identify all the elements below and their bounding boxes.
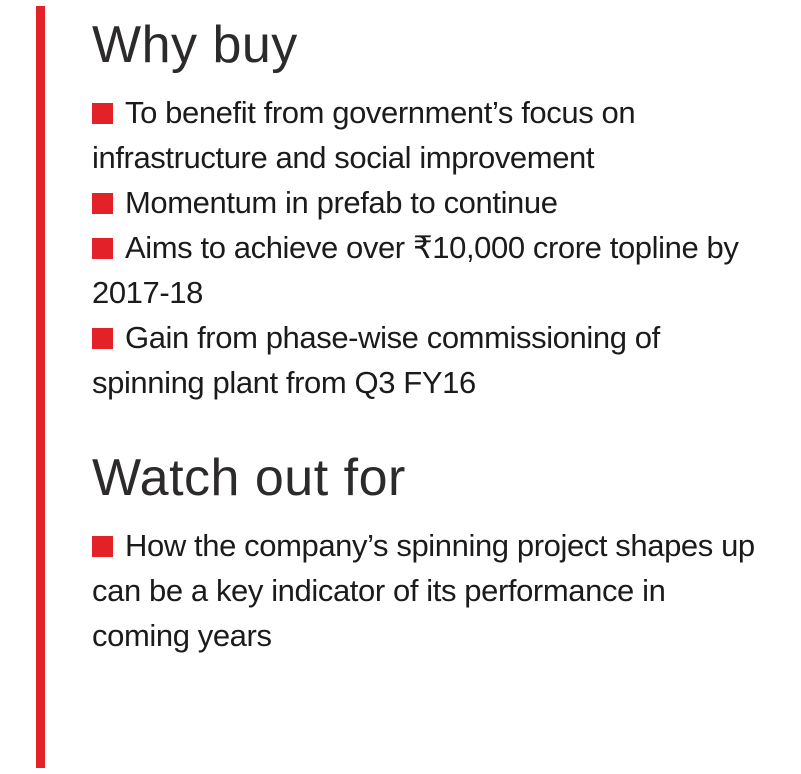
- left-accent-bar: [36, 6, 45, 768]
- section-why-buy: Why buy To benefit from government’s foc…: [92, 16, 764, 405]
- bullet-text: Aims to achieve over ₹10,000 crore topli…: [92, 230, 739, 310]
- bullet-square-icon: [92, 238, 113, 259]
- bullet-square-icon: [92, 328, 113, 349]
- bullet-text: Momentum in prefab to continue: [125, 185, 558, 220]
- bullet-square-icon: [92, 193, 113, 214]
- bullet-text: To benefit from government’s focus on in…: [92, 95, 636, 175]
- bullet-item: Momentum in prefab to continue: [92, 180, 764, 225]
- bullet-item: Gain from phase-wise commissioning of sp…: [92, 315, 764, 405]
- bullet-item: Aims to achieve over ₹10,000 crore topli…: [92, 225, 764, 315]
- bullet-item: To benefit from government’s focus on in…: [92, 90, 764, 180]
- bullet-square-icon: [92, 536, 113, 557]
- bullet-text: How the company’s spinning project shape…: [92, 528, 755, 653]
- why-buy-heading: Why buy: [92, 16, 298, 74]
- watch-out-for-heading: Watch out for: [92, 449, 406, 507]
- bullet-text: Gain from phase-wise commissioning of sp…: [92, 320, 660, 400]
- panel-content: Why buy To benefit from government’s foc…: [92, 16, 764, 658]
- section-watch-out-for: Watch out for How the company’s spinning…: [92, 449, 764, 658]
- bullet-square-icon: [92, 103, 113, 124]
- bullet-item: How the company’s spinning project shape…: [92, 523, 764, 658]
